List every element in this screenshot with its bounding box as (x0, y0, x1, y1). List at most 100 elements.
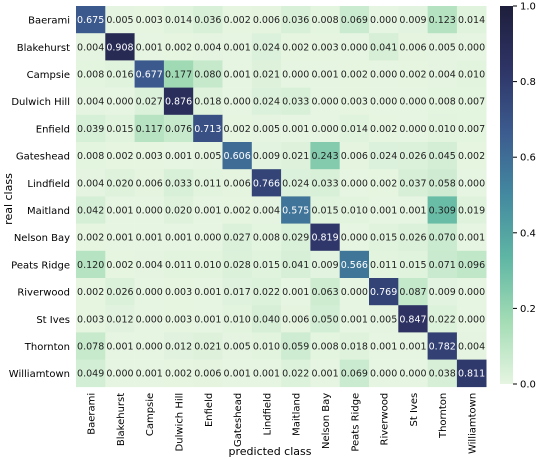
cell-value-label: 0.033 (311, 178, 338, 189)
cell-value-label: 0.021 (253, 70, 280, 81)
cell-value-label: 0.058 (429, 178, 456, 189)
cell-value-label: 0.001 (399, 206, 426, 217)
heatmap-cell (281, 6, 311, 34)
heatmap-cell (339, 359, 370, 388)
heatmap-cell (456, 359, 487, 388)
cell-value-label: 0.040 (253, 314, 280, 325)
cell-value-label: 0.006 (224, 178, 251, 189)
heatmap-cell (134, 278, 165, 306)
cell-value-label: 0.001 (399, 342, 426, 353)
heatmap-cell (427, 223, 458, 252)
cell-value-label: 0.001 (106, 233, 133, 244)
heatmap-cell (281, 87, 311, 116)
heatmap-cell (456, 6, 487, 34)
heatmap-cell (163, 6, 194, 34)
heatmap-cell (281, 33, 311, 61)
cell-value-label: 0.009 (253, 151, 280, 162)
cell-value-label: 0.002 (165, 369, 192, 380)
cell-value-label: 0.000 (341, 287, 368, 298)
cell-value-label: 0.002 (282, 42, 309, 53)
cell-value-label: 0.005 (106, 15, 133, 26)
cell-value-label: 0.000 (106, 369, 133, 380)
heatmap-cell (76, 359, 106, 388)
heatmap-cell (193, 114, 223, 143)
cell-value-label: 0.001 (253, 369, 280, 380)
cell-value-label: 0.026 (399, 233, 426, 244)
heatmap-cell (310, 359, 340, 388)
heatmap-cell (105, 332, 135, 360)
heatmap-cell (339, 114, 370, 143)
y-tick-label: Dulwich Hill (11, 97, 70, 108)
y-tick-label: Enfield (36, 124, 70, 135)
cell-value-label: 0.004 (77, 178, 104, 189)
heatmap-cell (222, 6, 253, 34)
x-tick-labels: Baerami Blakehurst Campsie Dulwich Hill Enfi… (87, 393, 479, 454)
heatmap-cell (427, 114, 458, 143)
cell-value-label: 0.015 (399, 260, 426, 271)
cell-value-label: 0.000 (370, 97, 397, 108)
cell-value-label: 0.041 (282, 260, 309, 271)
y-tick-label: Peats Ridge (11, 260, 70, 271)
y-tick-label: Williamtown (9, 369, 70, 380)
heatmap-cell (398, 60, 428, 88)
heatmap-cell (193, 6, 223, 34)
heatmap-cell (163, 33, 194, 61)
cell-value-label: 0.000 (282, 70, 309, 81)
heatmap-cell (193, 33, 223, 61)
heatmap-cell (76, 33, 106, 61)
cell-value-label: 0.038 (429, 369, 456, 380)
cell-value-label: 0.069 (341, 369, 368, 380)
cell-value-label: 0.006 (253, 15, 280, 26)
cell-value-label: 0.001 (282, 287, 309, 298)
cell-value-label: 0.001 (458, 233, 485, 244)
heatmap-cell (193, 250, 223, 279)
heatmap-cell (222, 114, 253, 143)
heatmap-cell (193, 169, 223, 197)
heatmap-cell (427, 196, 458, 224)
y-tick-label: Baerami (28, 16, 70, 27)
heatmap-cell (427, 305, 458, 333)
cell-value-label: 0.006 (341, 151, 368, 162)
heatmap-cell (281, 114, 311, 143)
cell-value-label: 0.024 (370, 151, 397, 162)
cell-value-label: 0.019 (458, 206, 485, 217)
heatmap-cell (134, 169, 165, 197)
cell-value-label: 0.004 (253, 206, 280, 217)
heatmap-cell (251, 142, 282, 170)
heatmap-cell (281, 305, 311, 333)
heatmap-cell (134, 60, 165, 88)
heatmap-cell (310, 332, 340, 360)
cell-value-label: 0.000 (136, 206, 163, 217)
cell-value-label: 0.024 (253, 42, 280, 53)
cell-value-label: 0.087 (399, 287, 426, 298)
heatmap-cell (222, 196, 253, 224)
heatmap-cell (76, 114, 106, 143)
heatmap-cell (222, 305, 253, 333)
heatmap-cell (398, 114, 428, 143)
cell-value-label: 0.847 (399, 314, 426, 325)
cell-value-label: 0.000 (458, 314, 485, 325)
heatmap-cell (310, 60, 340, 88)
heatmap-cell (76, 142, 106, 170)
heatmap-cell (251, 305, 282, 333)
heatmap-cell (369, 169, 399, 197)
heatmap-cell (134, 196, 165, 224)
cell-value-label: 0.070 (429, 233, 456, 244)
x-axis-label: predicted class (229, 445, 312, 458)
heatmap-cell (251, 278, 282, 306)
x-tick-label: Maitland (292, 393, 303, 436)
heatmap-cell (193, 142, 223, 170)
heatmap-cell (251, 359, 282, 388)
y-tick-label: Maitland (27, 206, 70, 217)
cell-value-label: 0.001 (136, 233, 163, 244)
heatmap-cell (222, 169, 253, 197)
heatmap-cell (281, 332, 311, 360)
heatmap-cell (105, 305, 135, 333)
heatmap-cell (369, 6, 399, 34)
y-tick-label: Lindfield (27, 179, 70, 190)
cell-value-label: 0.003 (165, 314, 192, 325)
heatmap-cell (456, 87, 487, 116)
heatmap-cell (456, 196, 487, 224)
heatmap-cell (134, 87, 165, 116)
x-tick-label: Campsie (145, 393, 156, 436)
